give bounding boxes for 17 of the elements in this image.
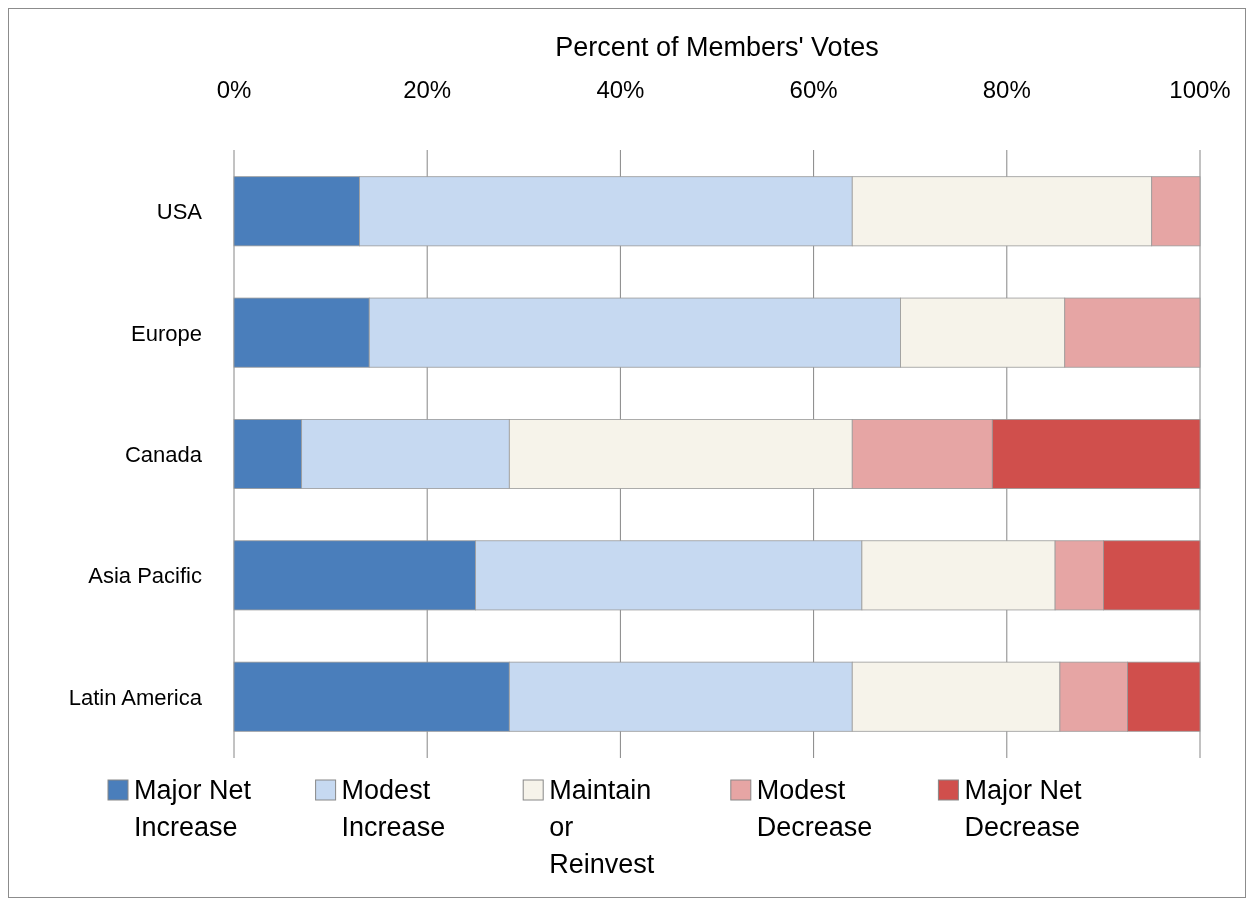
y-tick-label: Canada	[124, 442, 203, 467]
legend-label: Modest Increase	[341, 775, 446, 842]
y-tick-label: Latin America	[68, 684, 203, 710]
x-tick-label: 60%	[789, 76, 838, 103]
x-tick-label: 20%	[403, 76, 452, 103]
y-tick-label: USA	[156, 199, 203, 225]
y-tick-label: Europe	[131, 320, 202, 346]
legend-label: Major Net Increase	[134, 775, 252, 842]
y-tick-label: Asia Pacific	[88, 563, 202, 589]
legend-label: Modest Decrease	[756, 775, 873, 842]
x-tick-label: 0%	[216, 76, 252, 103]
legend-label: Major Net Decrease	[964, 775, 1082, 842]
x-tick-label: 100%	[1169, 76, 1231, 103]
x-tick-label: 40%	[596, 76, 645, 103]
legend-label: Maintain or Reinvest	[549, 775, 655, 879]
chart-title: Percent of Members' Votes	[555, 32, 879, 62]
x-tick-label: 80%	[982, 76, 1031, 103]
